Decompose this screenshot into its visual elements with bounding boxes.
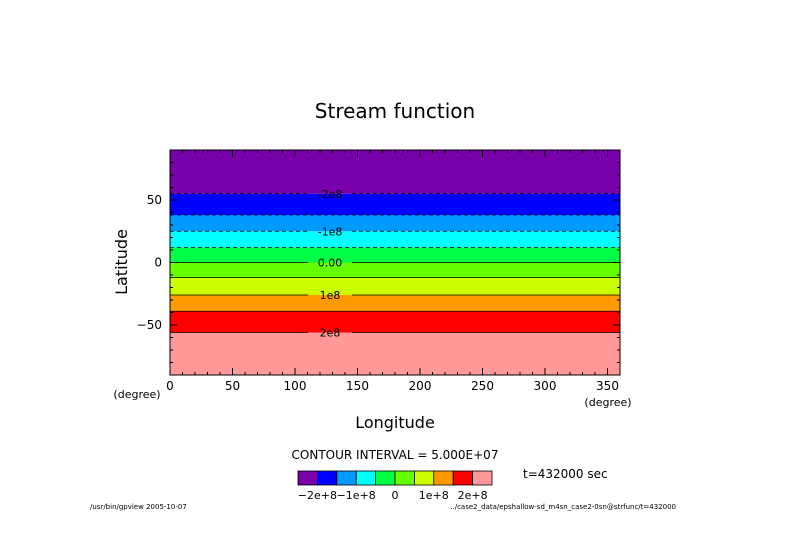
x-tick-label-300: 300	[534, 379, 557, 393]
y-axis-label: Latitude	[112, 229, 131, 295]
contour-bands	[170, 150, 620, 375]
x-tick-label-200: 200	[409, 379, 432, 393]
contour-label-4: 0.00	[318, 257, 343, 270]
colorbar-swatch-5	[394, 470, 415, 486]
contour-band-7	[170, 215, 620, 232]
contour-band-9	[170, 150, 620, 194]
colorbar-label-3: 1e+8	[419, 489, 449, 502]
contour-label-6: 1e8	[320, 289, 341, 302]
contour-band-6	[170, 231, 620, 248]
colorbar-swatch-1	[316, 470, 338, 486]
chart-title: Stream function	[315, 99, 475, 123]
y-axis-unit: (degree)	[113, 388, 160, 401]
contour-label-2: -1e8	[318, 225, 343, 238]
colorbar-swatch-8	[452, 470, 474, 486]
contour-band-5	[170, 247, 620, 263]
axis-ticks: 0 50 100 150 200 250 300 350 −50 0 50	[137, 150, 621, 393]
colorbar: −2e+8 −1e+8 0 1e+8 2e+8	[297, 470, 493, 502]
contour-label-0: -2e8	[318, 188, 343, 201]
colorbar-swatch-9	[472, 470, 493, 486]
contour-interval-label: CONTOUR INTERVAL = 5.000E+07	[292, 448, 499, 462]
colorbar-swatch-0	[297, 470, 318, 486]
x-tick-label-100: 100	[284, 379, 307, 393]
colorbar-swatch-6	[413, 470, 435, 486]
x-axis-unit: (degree)	[584, 396, 631, 409]
colorbar-swatch-4	[375, 470, 396, 486]
time-label: t=432000 sec	[523, 467, 608, 481]
y-tick-label--50: −50	[137, 318, 162, 332]
colorbar-swatch-3	[355, 470, 377, 486]
x-tick-label-350: 350	[596, 379, 619, 393]
colorbar-label-4: 2e+8	[458, 489, 488, 502]
contour-lines: -2e8 -1e8 0.00 1e8 2e8	[170, 188, 620, 340]
colorbar-swatch-7	[433, 470, 454, 486]
contour-band-1	[170, 311, 620, 333]
colorbar-swatch-2	[336, 470, 357, 486]
x-axis-label: Longitude	[355, 413, 435, 432]
y-tick-label-0: 0	[154, 256, 162, 270]
contour-label-8: 2e8	[320, 327, 341, 340]
contour-band-8	[170, 193, 620, 215]
footer-left: /usr/bin/gpview 2005-10-07	[90, 503, 187, 511]
colorbar-label-1: −1e+8	[337, 489, 376, 502]
contour-band-0	[170, 332, 620, 375]
x-tick-label-50: 50	[225, 379, 240, 393]
x-tick-label-0: 0	[166, 379, 174, 393]
colorbar-label-2: 0	[392, 489, 399, 502]
x-tick-label-250: 250	[471, 379, 494, 393]
contour-band-2	[170, 295, 620, 312]
contour-band-4	[170, 262, 620, 278]
contour-band-3	[170, 277, 620, 295]
y-tick-label-50: 50	[147, 193, 162, 207]
footer-right: ../case2_data/epshallow-sd_m4sn_case2-0s…	[450, 503, 676, 511]
colorbar-label-0: −2e+8	[298, 489, 337, 502]
x-tick-label-150: 150	[346, 379, 369, 393]
